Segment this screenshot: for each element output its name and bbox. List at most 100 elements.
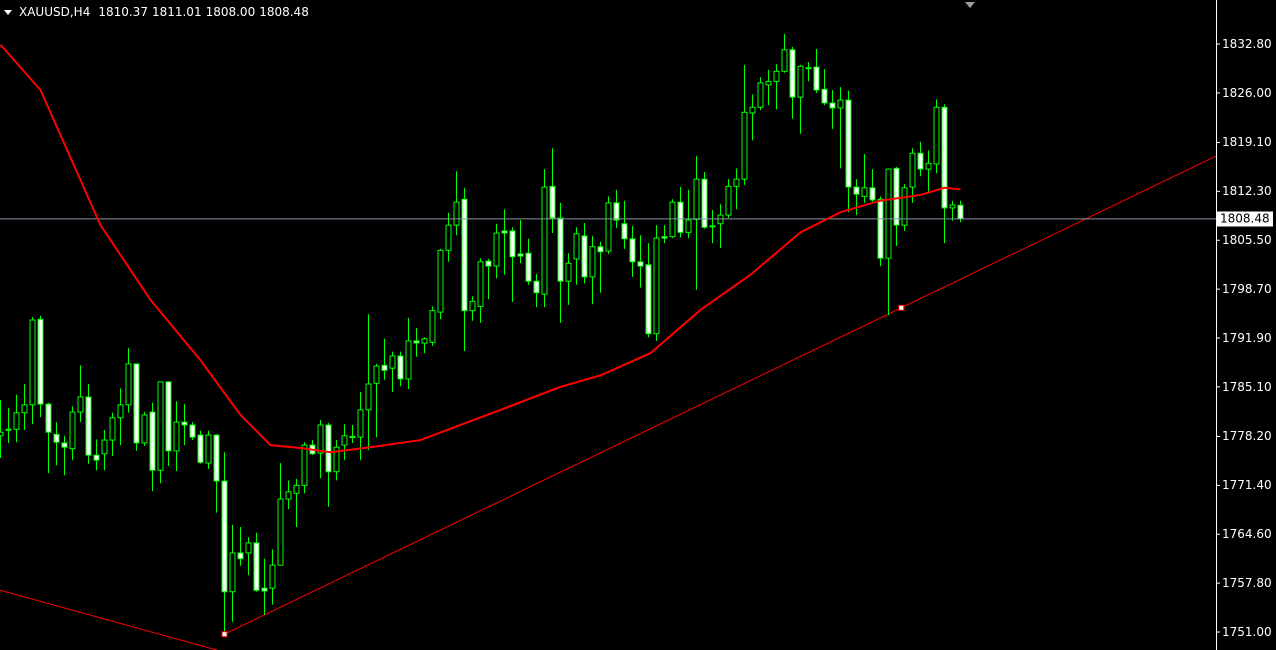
bullish-candle [453, 171, 460, 236]
ohlc-high: 1811.01 [151, 5, 202, 19]
candle-body [773, 70, 780, 82]
candle-body [333, 446, 340, 473]
trendline [0, 589, 219, 650]
bullish-candle [341, 424, 348, 461]
bearish-candle [485, 258, 492, 300]
bearish-candle [517, 220, 524, 264]
bullish-candle [141, 412, 148, 446]
bullish-candle [229, 524, 236, 622]
candle-body [453, 201, 460, 226]
candle-body [469, 300, 476, 312]
bullish-candle [765, 69, 772, 106]
candle-body [781, 49, 788, 72]
bullish-candle [269, 549, 276, 605]
candle-body [341, 435, 348, 446]
candle-body [253, 542, 260, 591]
candle-body [581, 235, 588, 278]
candle-body [213, 434, 220, 482]
candle-body [429, 310, 436, 343]
candle-body [13, 412, 20, 430]
candle-body [293, 484, 300, 494]
candle-body [405, 340, 412, 380]
candle-body [861, 187, 868, 197]
candle-body [437, 249, 444, 313]
candle-body [557, 217, 564, 282]
price-axis-label: 1805.50 [1222, 233, 1272, 248]
candle-body [941, 106, 948, 209]
moving-average-line [0, 44, 961, 454]
candle-body [365, 383, 372, 411]
candle-body [949, 204, 956, 209]
candle-body [629, 238, 636, 263]
bullish-candle [685, 189, 692, 239]
price-axis-label: 1751.00 [1222, 625, 1272, 639]
price-axis-label: 1764.60 [1222, 527, 1272, 542]
bearish-candle [533, 274, 540, 308]
candle-body [869, 187, 876, 201]
candle-body [45, 403, 52, 433]
candle-body [445, 224, 452, 251]
bullish-candle [429, 306, 436, 346]
bearish-candle [581, 222, 588, 284]
bearish-candle [381, 338, 388, 380]
bullish-candle [901, 184, 908, 231]
candle-body [533, 280, 540, 294]
candle-body [717, 214, 724, 225]
current-price-label: 1808.48 [1217, 211, 1273, 227]
candle-body [421, 338, 428, 344]
candle-body [565, 262, 572, 282]
bearish-candle [789, 46, 796, 119]
bullish-candle [29, 317, 36, 425]
price-axis-label: 1757.80 [1222, 576, 1272, 591]
bullish-candle [445, 212, 452, 262]
candle-body [925, 162, 932, 170]
candle-body [725, 185, 732, 216]
bearish-candle [613, 189, 620, 229]
candle-body [621, 223, 628, 240]
candle-body [917, 152, 924, 170]
candle-body [645, 264, 652, 335]
triangle-down-icon[interactable] [4, 9, 12, 15]
bullish-candle [0, 399, 4, 459]
candle-body [757, 82, 764, 108]
candle-body [29, 319, 36, 406]
bullish-candle [573, 227, 580, 285]
candle-body [317, 424, 324, 454]
candle-body [685, 219, 692, 233]
trendline [224, 155, 1217, 635]
bearish-candle [189, 422, 196, 441]
candle-body [573, 233, 580, 260]
candle-body [797, 65, 804, 98]
bearish-candle [869, 169, 876, 203]
bearish-candle [709, 210, 716, 244]
candle-body [149, 411, 156, 471]
trendline-anchor-point [221, 631, 228, 638]
bullish-candle [925, 150, 932, 193]
bearish-candle [309, 440, 316, 456]
bearish-candle [53, 422, 60, 466]
bullish-candle [357, 391, 364, 461]
candle-body [141, 414, 148, 444]
candle-body [85, 396, 92, 456]
candle-body [181, 421, 188, 426]
price-axis-label: 1819.10 [1222, 135, 1272, 150]
bearish-candle [621, 200, 628, 249]
chart-shift-marker-icon[interactable] [965, 2, 975, 8]
ohlc-open: 1810.37 [98, 5, 148, 19]
bullish-candle [21, 384, 28, 431]
price-axis-label: 1826.00 [1222, 85, 1272, 100]
bullish-candle [493, 223, 500, 279]
bullish-candle [365, 314, 372, 451]
candle-body [549, 185, 556, 219]
bearish-candle [93, 439, 100, 471]
bullish-candle [117, 388, 124, 446]
candle-body [381, 364, 388, 371]
bullish-candle [5, 407, 12, 443]
candle-body [101, 439, 108, 455]
bullish-candle [933, 99, 940, 174]
bearish-candle [61, 435, 68, 476]
candle-body [189, 424, 196, 438]
ohlc-close: 1808.48 [259, 5, 309, 19]
candle-body [125, 363, 132, 406]
